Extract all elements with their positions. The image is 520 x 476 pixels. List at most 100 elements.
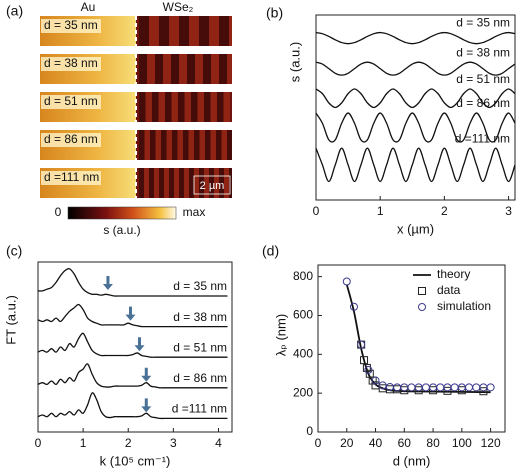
fringe bbox=[149, 16, 159, 46]
x-tick-label: 3 bbox=[170, 436, 177, 450]
arrow bbox=[134, 337, 145, 352]
fringe bbox=[172, 130, 178, 160]
simulation-point bbox=[450, 383, 459, 392]
x-tick-label: 2 bbox=[125, 436, 132, 450]
arrow bbox=[141, 398, 152, 413]
simulation-point bbox=[342, 277, 351, 286]
fringe bbox=[166, 130, 172, 160]
data-point bbox=[457, 386, 466, 395]
fringe bbox=[179, 168, 184, 198]
fringe bbox=[155, 54, 163, 84]
plot-frame bbox=[315, 14, 516, 201]
legend-swatch bbox=[418, 287, 426, 295]
fringe bbox=[158, 92, 165, 122]
curve bbox=[315, 112, 516, 143]
fringe bbox=[209, 16, 219, 46]
data-point bbox=[368, 376, 377, 385]
curve-label: d = 38 nm bbox=[173, 310, 227, 324]
curve bbox=[315, 88, 516, 109]
curve bbox=[37, 268, 228, 297]
fringe bbox=[205, 130, 211, 160]
left-label: Au bbox=[81, 0, 96, 14]
fringe bbox=[216, 130, 222, 160]
fringe bbox=[224, 168, 229, 198]
panel-label: (c) bbox=[6, 243, 22, 259]
curve-label: d = 86 nm bbox=[173, 371, 227, 385]
fringe bbox=[194, 168, 199, 198]
fringe bbox=[147, 54, 155, 84]
curve bbox=[37, 392, 228, 420]
fringe bbox=[144, 168, 149, 198]
fringe bbox=[144, 130, 150, 160]
fringe bbox=[178, 92, 185, 122]
legend-label: simulation bbox=[437, 299, 491, 313]
fringe bbox=[194, 130, 200, 160]
x-tick-label: 20 bbox=[340, 436, 354, 450]
fringe bbox=[199, 168, 204, 198]
row-label-bg bbox=[41, 133, 101, 147]
fringe bbox=[219, 54, 227, 84]
fringe bbox=[177, 130, 183, 160]
y-tick-label: 200 bbox=[293, 385, 313, 399]
data-point bbox=[429, 386, 438, 395]
simulation-point bbox=[400, 383, 409, 392]
y-tick-label: 400 bbox=[293, 346, 313, 360]
fringe bbox=[229, 168, 232, 198]
colorbar-min: 0 bbox=[55, 205, 62, 219]
fringe bbox=[165, 92, 172, 122]
row-label-bg bbox=[41, 171, 101, 185]
x-tick-label: 120 bbox=[481, 436, 501, 450]
curve bbox=[315, 31, 516, 45]
curve-label: d = 35 nm bbox=[173, 279, 227, 293]
fringe bbox=[163, 54, 171, 84]
curve bbox=[37, 303, 228, 328]
arrow bbox=[141, 367, 152, 382]
legend-label: data bbox=[437, 283, 461, 297]
panel-label: (d) bbox=[262, 243, 279, 259]
fringe bbox=[204, 168, 209, 198]
simulation-point bbox=[378, 381, 387, 390]
curve bbox=[315, 147, 516, 183]
fringe bbox=[155, 130, 161, 160]
curve-label: d = 38 nm bbox=[456, 45, 510, 59]
fringe bbox=[154, 168, 159, 198]
panel-label: (b) bbox=[266, 5, 283, 21]
data-point bbox=[362, 363, 371, 372]
x-axis-label: d (nm) bbox=[393, 453, 431, 468]
fringe bbox=[171, 92, 178, 122]
fringe bbox=[199, 130, 205, 160]
x-axis-label: k (10⁵ cm⁻¹) bbox=[100, 453, 171, 468]
fringe bbox=[189, 168, 194, 198]
fringe bbox=[227, 130, 232, 160]
curve bbox=[37, 332, 228, 358]
fringe bbox=[139, 16, 149, 46]
x-tick-label: 100 bbox=[452, 436, 472, 450]
fringe bbox=[211, 54, 219, 84]
simulation-point bbox=[393, 383, 402, 392]
x-axis-label: x (µm) bbox=[397, 221, 434, 236]
data-point bbox=[443, 386, 452, 395]
fringe bbox=[169, 16, 179, 46]
legend-label: theory bbox=[437, 267, 470, 281]
arrow bbox=[125, 306, 136, 321]
fringe bbox=[219, 16, 229, 46]
data-point bbox=[479, 387, 488, 396]
fringe bbox=[189, 16, 199, 46]
fringe bbox=[139, 54, 147, 84]
y-tick-label: 600 bbox=[293, 308, 313, 322]
colorbar-label: s (a.u.) bbox=[103, 223, 140, 237]
simulation-point bbox=[364, 365, 373, 374]
fringe bbox=[139, 168, 144, 198]
curve-label: d = 51 nm bbox=[456, 72, 510, 86]
x-tick-label: 1 bbox=[80, 436, 87, 450]
fringe bbox=[188, 130, 194, 160]
data-point bbox=[400, 386, 409, 395]
row-label-bg bbox=[41, 95, 101, 109]
fringe bbox=[199, 16, 209, 46]
curve-label: d = 51 nm bbox=[173, 340, 227, 354]
fringe bbox=[210, 92, 217, 122]
x-tick-label: 0 bbox=[315, 436, 322, 450]
fringe bbox=[152, 92, 159, 122]
simulation-point bbox=[486, 383, 495, 392]
colorbar bbox=[67, 206, 177, 220]
